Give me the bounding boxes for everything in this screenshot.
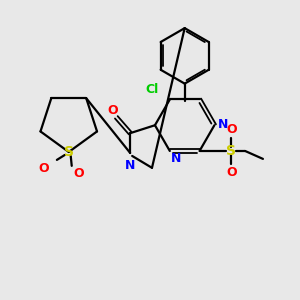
Text: O: O (226, 166, 237, 179)
Text: O: O (39, 162, 49, 175)
Text: N: N (218, 118, 229, 131)
Text: O: O (107, 104, 118, 117)
Text: N: N (171, 152, 181, 165)
Text: S: S (226, 144, 236, 158)
Text: O: O (74, 167, 84, 180)
Text: S: S (64, 145, 74, 159)
Text: N: N (125, 159, 135, 172)
Text: Cl: Cl (146, 83, 159, 96)
Text: O: O (226, 123, 237, 136)
